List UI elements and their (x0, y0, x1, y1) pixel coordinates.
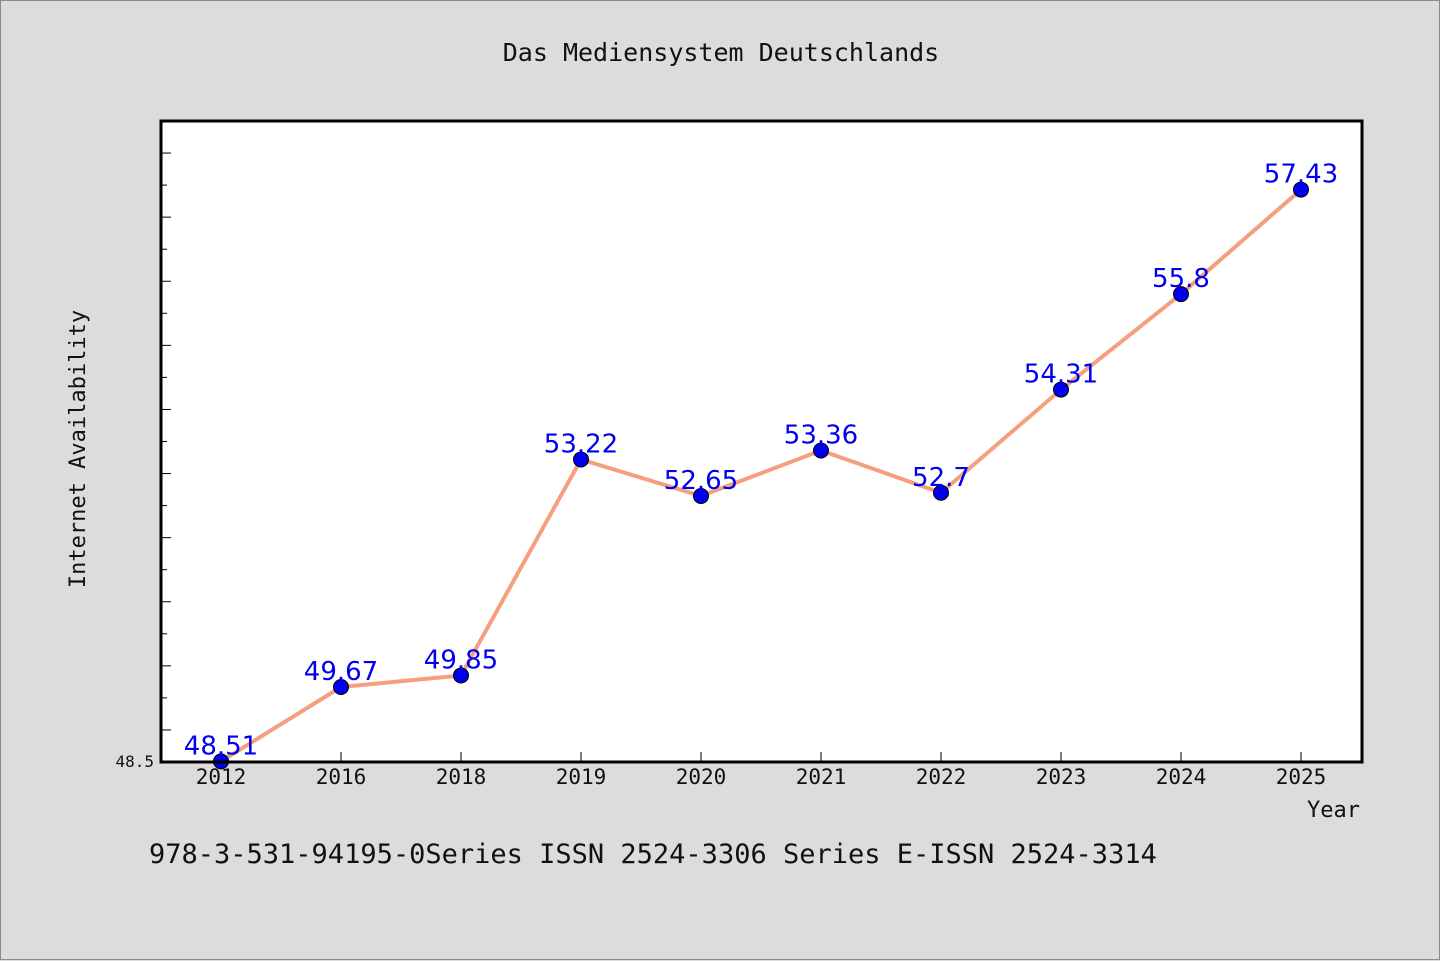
data-point (693, 487, 709, 504)
data-point (573, 451, 589, 468)
x-tick-label: 2019 (556, 765, 607, 789)
data-label: 49.85 (424, 645, 498, 675)
x-tick-label: 2024 (1156, 765, 1207, 789)
data-label: 52.7 (912, 463, 970, 493)
data-label: 52.65 (664, 466, 738, 496)
chart-title: Das Mediensystem Deutschlands (503, 38, 940, 67)
data-label: 55.8 (1152, 264, 1210, 294)
y-axis-label: Internet Availability (66, 310, 91, 588)
x-tick-label: 2023 (1036, 765, 1087, 789)
data-point (1293, 181, 1309, 198)
series-line (219, 187, 1303, 764)
data-label: 54.31 (1024, 360, 1098, 390)
data-point (1053, 381, 1069, 398)
data-label: 53.36 (784, 420, 858, 450)
data-point (453, 667, 469, 684)
plot-area (161, 121, 1362, 762)
x-tick-label: 2020 (676, 765, 727, 789)
x-tick-label: 2016 (316, 765, 367, 789)
data-point (333, 679, 349, 696)
data-point (813, 442, 829, 459)
data-markers (213, 181, 1309, 770)
data-point (933, 484, 949, 501)
data-label: 57.43 (1264, 160, 1338, 190)
x-tick-label: 2021 (796, 765, 847, 789)
data-labels: 48.51 49.67 49.85 53.22 52.65 53.36 52.7 54.31 5… (184, 160, 1338, 762)
x-axis-label: Year (1307, 798, 1360, 823)
x-tick-label: 2025 (1276, 765, 1327, 789)
x-tick-label: 2022 (916, 765, 967, 789)
data-label: 53.22 (544, 429, 618, 459)
data-label: 49.67 (304, 657, 378, 687)
data-label: 48.51 (184, 731, 258, 761)
plot-border (159, 119, 1364, 764)
footer-isbn-text: 978-3-531-94195-0Series ISSN 2524-3306 S… (149, 839, 1157, 870)
x-tick-label: 2018 (436, 765, 487, 789)
data-point (1173, 286, 1189, 303)
y-tick-label: 48.5 (115, 752, 154, 771)
